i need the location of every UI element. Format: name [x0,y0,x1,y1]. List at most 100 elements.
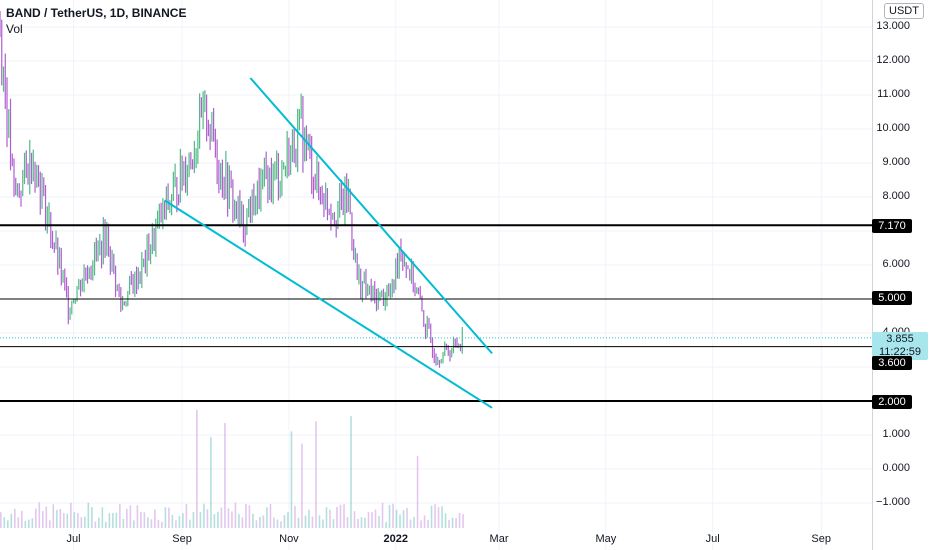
volume-bar[interactable] [325,507,328,528]
volume-bar[interactable] [311,516,314,528]
volume-bar[interactable] [353,511,356,528]
volume-bar[interactable] [14,508,16,528]
volume-bar[interactable] [66,513,69,528]
volume-bar[interactable] [136,505,139,528]
volume-bar[interactable] [451,517,454,528]
volume-bar[interactable] [129,505,132,528]
volume-bar[interactable] [357,518,359,528]
volume-bar[interactable] [441,506,443,528]
volume-bar[interactable] [115,512,118,528]
volume-bar[interactable] [273,517,275,528]
volume-bar[interactable] [350,416,352,528]
volume-bar[interactable] [360,517,363,528]
volume-bar[interactable] [122,518,125,528]
volume-bar[interactable] [73,512,76,528]
volume-bar[interactable] [168,507,170,528]
volume-bar[interactable] [206,509,209,528]
volume-bar[interactable] [343,504,345,528]
volume-bar[interactable] [87,502,90,528]
volume-bar[interactable] [434,504,436,528]
volume-bar[interactable] [276,519,279,528]
volume-bar[interactable] [157,519,160,528]
volume-bar[interactable] [203,503,205,528]
volume-bar[interactable] [301,443,303,528]
volume-bar[interactable] [329,509,331,528]
volume-bar[interactable] [287,512,289,528]
volume-bar[interactable] [283,515,286,528]
volume-bar[interactable] [423,515,426,528]
volume-bar[interactable] [255,520,258,528]
volume-bar[interactable] [189,519,191,528]
volume-bar[interactable] [231,511,233,528]
volume-bar[interactable] [80,517,83,528]
volume-bar[interactable] [154,509,156,528]
last-price-label[interactable]: 3.855 11:22:59 [872,332,928,360]
volume-bar[interactable] [224,423,226,528]
volume-bar[interactable] [98,517,100,528]
volume-bar[interactable] [262,515,265,528]
volume-bar[interactable] [199,512,202,528]
volume-bar[interactable] [420,520,422,528]
volume-bar[interactable] [108,513,111,528]
volume-bar[interactable] [105,521,107,528]
volume-bar[interactable] [35,508,37,528]
volume-bar[interactable] [126,508,128,528]
volume-bar[interactable] [220,507,223,528]
volume-bar[interactable] [178,515,181,528]
trendline[interactable] [249,77,493,355]
volume-bar[interactable] [402,510,405,528]
volume-bar[interactable] [234,502,237,528]
volume-bar[interactable] [38,502,41,528]
volume-bar[interactable] [374,509,377,528]
volume-bar[interactable] [399,514,401,528]
volume-bar[interactable] [77,512,79,528]
volume-bar[interactable] [28,519,30,528]
level-label-2000[interactable]: 2.000 [872,395,912,409]
volume-bar[interactable] [266,507,268,528]
volume-bar[interactable] [217,511,219,528]
volume-bar[interactable] [70,502,72,528]
volume-bar[interactable] [448,519,450,528]
volume-bar[interactable] [24,520,27,528]
volume-bar[interactable] [185,503,188,528]
volume-bar[interactable] [63,512,65,528]
volume-bar[interactable] [297,517,300,528]
volume-bar[interactable] [381,502,384,528]
volume-bar[interactable] [227,508,230,528]
volume-bar[interactable] [7,520,9,528]
level-label-3600[interactable]: 3.600 [872,356,912,370]
volume-bar[interactable] [245,503,247,528]
volume-bar[interactable] [378,515,380,528]
volume-bar[interactable] [458,512,461,528]
volume-bar[interactable] [308,509,310,528]
volume-bar[interactable] [0,512,2,528]
trendline[interactable] [164,199,493,409]
volume-bar[interactable] [21,510,23,528]
volume-bar[interactable] [150,519,153,528]
volume-bar[interactable] [336,506,338,528]
volume-bar[interactable] [241,517,244,528]
volume-bar[interactable] [444,513,447,528]
volume-bar[interactable] [119,504,121,528]
volume-bar[interactable] [367,512,370,528]
volume-bar[interactable] [196,409,198,528]
level-label-5000[interactable]: 5.000 [872,291,912,305]
volume-bar[interactable] [385,521,387,528]
volume-bar[interactable] [406,507,408,528]
volume-bar[interactable] [17,517,20,528]
volume-bar[interactable] [59,508,62,528]
volume-bar[interactable] [427,519,429,528]
volume-bar[interactable] [52,504,55,528]
currency-badge[interactable]: USDT [884,3,924,19]
volume-bar[interactable] [42,511,44,528]
volume-bar[interactable] [346,517,349,528]
volume-bar[interactable] [437,507,440,528]
volume-bar[interactable] [147,517,149,528]
volume-bar[interactable] [280,521,282,528]
volume-bar[interactable] [45,506,48,528]
volume-bar[interactable] [388,505,391,528]
volume-bar[interactable] [269,503,272,528]
volume-bar[interactable] [182,513,184,528]
